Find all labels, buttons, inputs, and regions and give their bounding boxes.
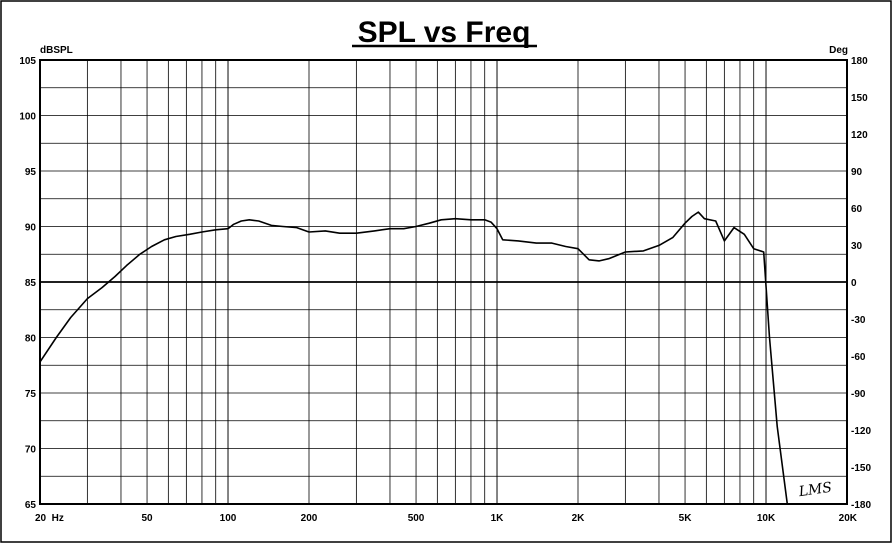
- lms-logo: LMS: [797, 480, 833, 501]
- y-right-tick-label: 30: [851, 241, 863, 252]
- y-right-tick-label: -60: [851, 352, 866, 363]
- y-axis-right-label: Deg: [829, 45, 848, 56]
- y-right-tick-label: 150: [851, 93, 868, 104]
- x-tick-label: 200: [301, 513, 318, 524]
- plot-area-frame: [39, 59, 848, 505]
- y-left-tick-label: 70: [25, 445, 37, 456]
- y-right-tick-label: -150: [851, 463, 871, 474]
- x-tick-label: 50: [141, 513, 153, 524]
- y-left-tick-label: 105: [19, 56, 36, 67]
- grid-lines: [40, 60, 847, 504]
- tick-labels: 105 100 95 90 85 80 75 70 65 180 150 120 90 60 30 0 -30 -…: [19, 56, 871, 524]
- y-left-tick-label: 100: [19, 112, 36, 123]
- series-layer: [39, 211, 789, 505]
- y-right-tick-label: 0: [851, 278, 857, 289]
- x-tick-label: 10K: [757, 513, 776, 524]
- y-right-tick-label: 180: [851, 56, 868, 67]
- y-left-tick-label: 80: [25, 334, 37, 345]
- x-tick-label: 500: [408, 513, 425, 524]
- y-right-tick-label: 60: [851, 204, 863, 215]
- x-tick-label: 20 Hz: [35, 513, 64, 524]
- y-right-tick-label: 90: [851, 167, 863, 178]
- x-tick-label: 100: [220, 513, 237, 524]
- y-left-tick-label: 90: [25, 223, 37, 234]
- y-left-tick-label: 95: [25, 167, 37, 178]
- x-tick-label: 20K: [839, 513, 858, 524]
- y-left-tick-label: 65: [25, 500, 37, 511]
- chart-title: SPL vs Freq: [358, 16, 531, 49]
- y-left-tick-label: 85: [25, 278, 37, 289]
- y-right-tick-label: -90: [851, 389, 866, 400]
- y-right-tick-label: -120: [851, 426, 871, 437]
- y-left-tick-label: 75: [25, 389, 37, 400]
- y-right-tick-label: -180: [851, 500, 871, 511]
- y-right-tick-label: -30: [851, 315, 866, 326]
- spl-curve: [39, 211, 789, 505]
- x-tick-label: 2K: [572, 513, 586, 524]
- y-axis-left-label: dBSPL: [40, 45, 73, 56]
- x-tick-label: 1K: [491, 513, 505, 524]
- x-tick-label: 5K: [679, 513, 693, 524]
- y-right-tick-label: 120: [851, 130, 868, 141]
